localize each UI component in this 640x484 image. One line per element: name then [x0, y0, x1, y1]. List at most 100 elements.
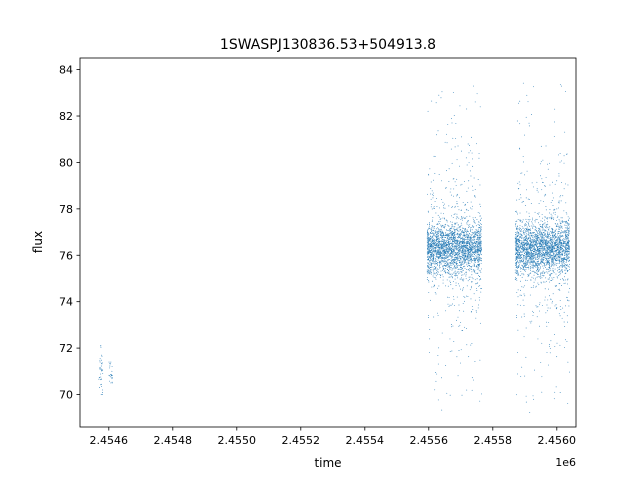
data-point	[535, 230, 537, 231]
data-point	[426, 256, 428, 258]
data-point	[437, 245, 439, 247]
data-point	[438, 243, 440, 244]
data-point	[469, 268, 471, 270]
data-point	[454, 251, 456, 253]
data-point	[539, 226, 541, 227]
data-point	[558, 283, 560, 285]
data-point	[542, 237, 544, 239]
data-point	[537, 254, 539, 256]
data-point	[466, 235, 467, 237]
data-point	[552, 238, 554, 240]
data-point	[532, 267, 534, 269]
data-point	[440, 242, 442, 244]
data-point	[446, 133, 447, 135]
data-point	[459, 262, 461, 264]
data-point	[523, 232, 524, 234]
data-point	[525, 228, 527, 230]
data-point	[442, 253, 444, 254]
data-point	[532, 265, 534, 267]
data-point	[470, 285, 472, 287]
data-point	[455, 258, 457, 260]
data-point	[548, 247, 550, 249]
data-point	[433, 248, 435, 250]
data-point	[531, 233, 533, 235]
data-point	[530, 244, 532, 246]
data-point	[475, 255, 477, 257]
data-point	[432, 217, 434, 219]
data-point	[465, 231, 467, 233]
data-point	[470, 229, 472, 231]
data-point	[525, 238, 527, 240]
data-point	[564, 91, 566, 93]
data-point	[427, 255, 429, 257]
data-point	[428, 252, 430, 254]
data-point	[541, 255, 542, 257]
data-point	[519, 304, 521, 306]
data-point	[549, 238, 551, 240]
data-point	[556, 180, 558, 182]
data-point	[429, 256, 431, 258]
data-point	[523, 274, 525, 276]
data-point	[461, 242, 463, 244]
data-point	[557, 253, 559, 255]
data-point	[445, 236, 447, 238]
data-point	[463, 278, 465, 280]
data-point	[546, 241, 548, 243]
data-point	[542, 231, 544, 233]
data-point	[430, 193, 432, 195]
data-point	[480, 242, 482, 244]
data-point	[474, 361, 476, 363]
data-point	[544, 239, 546, 241]
data-point	[460, 267, 462, 269]
data-point	[546, 218, 548, 220]
data-point	[564, 252, 566, 254]
data-point	[474, 279, 476, 281]
data-point	[440, 247, 442, 249]
data-point	[442, 266, 444, 268]
data-point	[552, 197, 554, 199]
data-point	[467, 240, 469, 242]
data-point	[534, 235, 536, 237]
data-point	[519, 236, 520, 238]
data-point	[452, 241, 454, 242]
data-point	[559, 237, 560, 239]
data-point	[469, 242, 471, 244]
data-point	[551, 269, 553, 271]
data-point	[464, 249, 466, 251]
data-point	[452, 250, 454, 252]
data-point	[459, 234, 461, 236]
data-point	[533, 274, 535, 276]
data-point	[435, 250, 437, 252]
data-point	[479, 247, 481, 249]
data-point	[568, 250, 570, 252]
data-point	[454, 231, 456, 233]
data-point	[526, 244, 528, 246]
data-point	[451, 276, 453, 278]
data-point	[526, 280, 528, 281]
data-point	[472, 259, 474, 261]
data-point	[543, 223, 545, 225]
data-point	[443, 240, 445, 242]
data-point	[558, 253, 560, 255]
data-point	[515, 269, 517, 271]
data-point	[531, 270, 533, 272]
data-point	[444, 252, 446, 254]
data-point	[438, 265, 440, 267]
data-point	[470, 201, 472, 203]
data-point	[539, 266, 541, 268]
data-point	[565, 256, 567, 258]
data-point	[562, 254, 563, 256]
data-point	[548, 258, 550, 260]
data-point	[446, 250, 448, 251]
data-point	[556, 308, 557, 310]
data-point	[533, 250, 535, 252]
data-point	[541, 277, 543, 279]
data-point	[459, 264, 461, 266]
data-point	[448, 205, 450, 207]
data-point	[526, 211, 528, 213]
data-point	[525, 267, 527, 269]
data-point	[516, 243, 518, 245]
data-point	[435, 245, 437, 247]
data-point	[530, 242, 532, 244]
data-point	[558, 239, 560, 241]
